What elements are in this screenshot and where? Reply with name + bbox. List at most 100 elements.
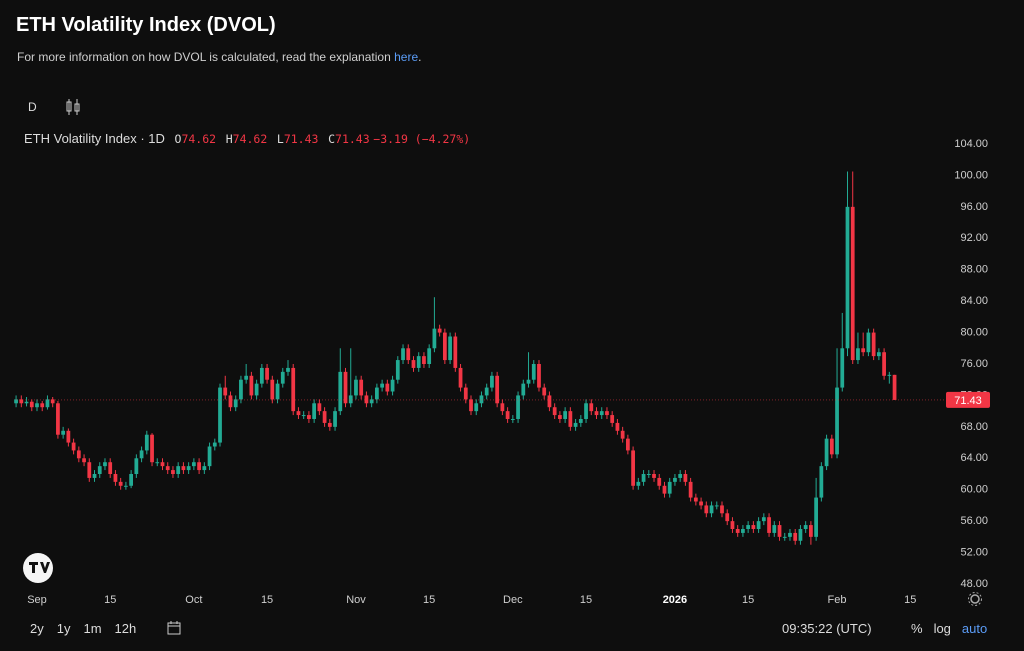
last-price-label: 71.43 [954, 395, 982, 407]
candle-body [422, 356, 426, 364]
candle-body [181, 466, 186, 471]
candle-body [615, 422, 620, 431]
candle-body [699, 501, 703, 506]
range-button[interactable]: 2y [30, 621, 44, 636]
scale-button[interactable]: log [933, 621, 951, 636]
candle-body [526, 379, 531, 384]
candle-body [730, 521, 735, 529]
candle-body [35, 403, 39, 408]
x-tick-label: Sep [27, 594, 47, 606]
candle-body [327, 422, 332, 427]
candle-body [202, 466, 207, 471]
candle-body [657, 477, 662, 486]
candle-body [803, 525, 808, 529]
candle-body [265, 367, 269, 380]
candle-body [338, 371, 343, 412]
candle-body [171, 470, 175, 474]
candle-body [14, 399, 18, 404]
candle-body [437, 328, 442, 333]
candle-body [244, 375, 249, 380]
x-tick-label: 15 [261, 594, 273, 606]
scale-button[interactable]: % [911, 621, 923, 636]
candle-body [395, 360, 400, 380]
candle-body [840, 348, 845, 388]
candle-body [573, 422, 578, 427]
candle-body [150, 434, 154, 463]
legend-change: −3.19 (−4.27%) [373, 132, 471, 146]
candle-body [662, 485, 667, 494]
candle-body [432, 328, 437, 349]
y-tick-label: 56.00 [960, 515, 988, 527]
candle-body [673, 477, 677, 482]
candle-body [537, 364, 541, 388]
candle-body [495, 375, 500, 404]
candle-body [56, 403, 60, 435]
candle-body [788, 532, 792, 537]
candle-body [71, 442, 76, 451]
legend-c: C [328, 132, 336, 146]
candle-body [239, 379, 243, 400]
candle-body [599, 411, 604, 416]
candle-body [484, 387, 489, 396]
candle-body [82, 458, 86, 463]
candle-body [469, 399, 473, 412]
candle-body [552, 407, 557, 416]
candle-body [307, 415, 311, 419]
series-legend: ETH Volatility Index · 1D O74.62 H74.62 … [24, 131, 470, 146]
candle-body [228, 395, 233, 408]
candle-body [636, 481, 641, 486]
candle-body [693, 497, 698, 502]
candle-body [390, 379, 395, 392]
candle-body [568, 411, 573, 427]
candle-body [24, 401, 29, 404]
candle-body [354, 379, 358, 396]
candle-body [861, 348, 866, 353]
y-tick-label: 52.00 [960, 546, 988, 558]
x-tick-label: 15 [742, 594, 754, 606]
candle-body [448, 336, 452, 361]
tv-logo [23, 553, 53, 583]
y-tick-label: 88.00 [960, 264, 988, 276]
candle-body [411, 360, 416, 368]
candle-body [348, 395, 353, 404]
candle-body [186, 466, 191, 471]
candle-body [751, 525, 756, 529]
settings-icon[interactable] [968, 592, 982, 606]
candle-body [521, 383, 526, 396]
range-buttons: 2y 1y 1m 12h [30, 621, 149, 636]
candle-body [678, 474, 683, 478]
candle-type-button[interactable] [64, 97, 82, 117]
candle-body [589, 403, 594, 412]
range-button[interactable]: 12h [114, 621, 137, 636]
range-button[interactable]: 1y [56, 621, 71, 636]
date-range-icon[interactable] [166, 620, 182, 636]
candle-body [301, 415, 306, 417]
y-tick-label: 80.00 [960, 326, 988, 338]
x-tick-label: 15 [423, 594, 435, 606]
explanation-link[interactable]: here [394, 50, 419, 64]
scale-button[interactable]: auto [961, 621, 988, 636]
candle-body [406, 348, 411, 361]
candle-body [317, 403, 322, 412]
candle-body [66, 430, 71, 443]
candle-body [191, 462, 196, 467]
x-tick-label: 2026 [663, 594, 687, 606]
candle-body [610, 415, 615, 423]
last-price-tag [946, 391, 990, 408]
candle-body [103, 462, 107, 467]
y-tick-label: 76.00 [960, 358, 988, 370]
candle-body [97, 466, 102, 474]
candle-body [809, 525, 813, 537]
scale-buttons: % log auto [911, 621, 987, 636]
interval-button[interactable]: D [28, 100, 37, 114]
subtitle-end: . [418, 50, 422, 64]
candle-body [144, 434, 149, 451]
candle-body [118, 481, 123, 486]
range-button[interactable]: 1m [83, 621, 102, 636]
candle-body [108, 462, 113, 474]
candle-body [866, 332, 871, 353]
candle-body [19, 399, 24, 404]
candle-body [40, 403, 45, 408]
candle-body [761, 517, 766, 522]
